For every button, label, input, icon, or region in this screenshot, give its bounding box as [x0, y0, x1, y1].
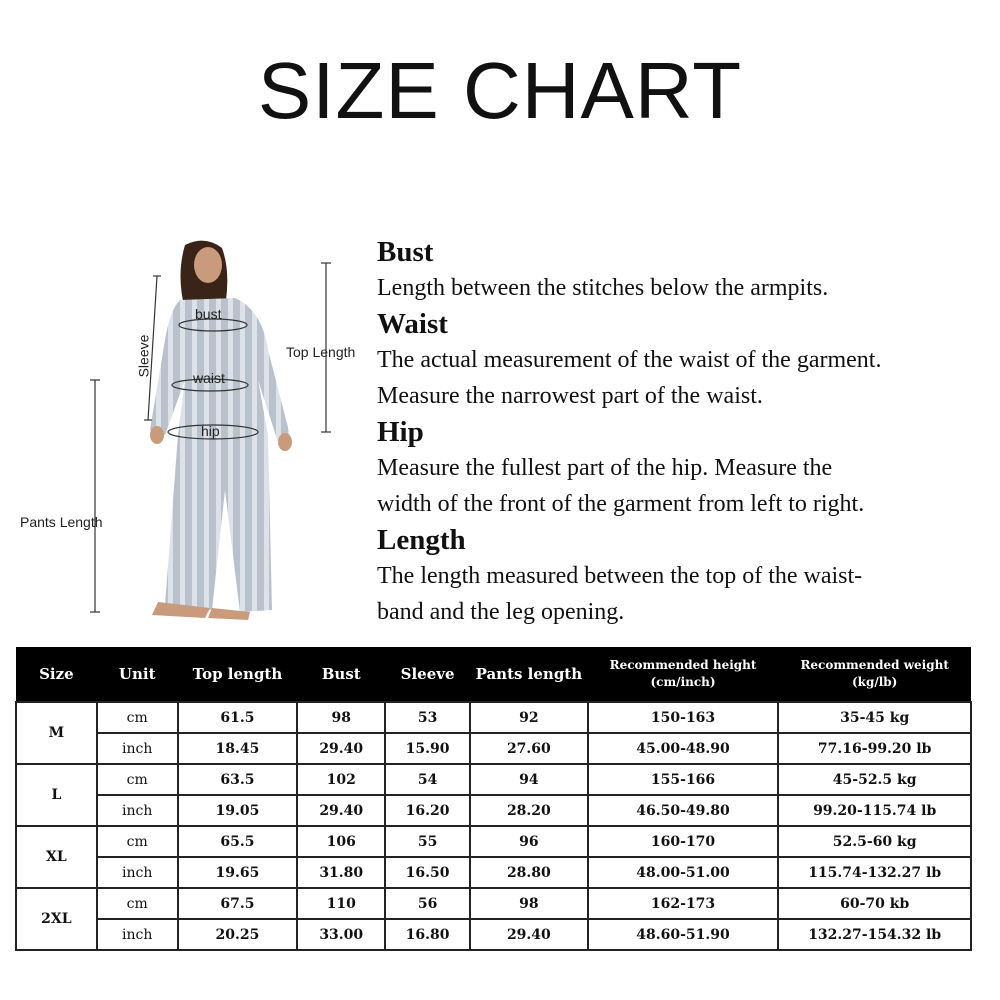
column-header: Bust [297, 647, 386, 702]
table-cell: 102 [296, 763, 387, 796]
column-header: Size [16, 647, 97, 702]
table-cell: 110 [296, 887, 387, 920]
table-cell: 106 [296, 825, 387, 858]
table-cell: 92 [469, 701, 589, 734]
table-cell: inch [95, 732, 179, 765]
table-row: inch 19.65 31.80 16.50 28.80 48.00-51.00 115.7… [16, 856, 972, 889]
table-cell: inch [95, 794, 179, 827]
page-title: SIZE CHART [257, 46, 743, 135]
column-header: Top length [177, 647, 298, 702]
bust-text: Length between the stitches below the ar… [377, 275, 829, 301]
model-illustration [90, 240, 331, 620]
table-cell: 53 [384, 701, 471, 734]
model-figure: Sleeve bust waist hip Top Length Pants L… [0, 230, 370, 630]
table-cell: 52.5-60 kg [777, 825, 972, 858]
table-cell: 45.00-48.90 [586, 732, 780, 765]
table-cell: 27.60 [469, 732, 589, 765]
size-cell: L [15, 763, 98, 827]
table-cell: 61.5 [176, 701, 299, 734]
length-text: band and the leg opening. [377, 599, 625, 625]
hip-heading: Hip [377, 416, 424, 448]
table-cell: 19.65 [176, 856, 299, 889]
table-cell: 15.90 [384, 732, 471, 765]
waist-heading: Waist [377, 308, 448, 340]
table-cell: 115.74-132.27 lb [777, 856, 972, 889]
table-row: 2XL cm 67.5 110 56 98 162-173 60-70 kb [15, 887, 972, 951]
table-row: inch 19.05 29.40 16.20 28.20 46.50-49.80 99.20… [16, 794, 972, 827]
hip-text: width of the front of the garment from l… [377, 491, 865, 517]
table-cell: 94 [469, 763, 589, 796]
table-cell: 20.25 [176, 918, 299, 951]
table-cell: 16.80 [384, 918, 471, 951]
top-length-label: Top Length [286, 344, 356, 360]
length-text: The length measured between the top of t… [377, 563, 863, 589]
length-heading: Length [377, 524, 466, 556]
table-cell: 45-52.5 kg [777, 763, 972, 796]
size-cell: M [15, 701, 98, 765]
table-cell: 98 [296, 701, 387, 734]
table-cell: inch [95, 856, 179, 889]
table-cell: 46.50-49.80 [586, 794, 780, 827]
pants-length-label: Pants Length [20, 514, 103, 530]
bust-label: bust [195, 306, 222, 322]
table-cell: 35-45 kg [777, 701, 972, 734]
table-cell: 16.20 [384, 794, 471, 827]
table-cell: 99.20-115.74 lb [777, 794, 972, 827]
table-cell: 55 [384, 825, 471, 858]
table-cell: 31.80 [296, 856, 387, 889]
table-row: inch 18.45 29.40 15.90 27.60 45.00-48.90 77.16… [16, 732, 972, 765]
table-cell: 29.40 [296, 732, 387, 765]
hip-label: hip [201, 423, 220, 439]
hip-text: Measure the fullest part of the hip. Mea… [377, 455, 833, 481]
table-cell: 77.16-99.20 lb [777, 732, 972, 765]
size-table: Size Unit Top length Bust Sleeve Pants length… [15, 647, 972, 951]
table-cell: 98 [469, 887, 589, 920]
table-cell: 19.05 [176, 794, 299, 827]
waist-label: waist [193, 370, 225, 386]
column-header: Sleeve [385, 647, 470, 702]
column-header: Unit [96, 647, 178, 702]
waist-text: Measure the narrowest part of the waist. [377, 383, 763, 409]
table-cell: 16.50 [384, 856, 471, 889]
sleeve-label: Sleeve [135, 334, 152, 378]
column-header: Recommended height (cm/inch) [587, 647, 779, 702]
table-cell: 29.40 [296, 794, 387, 827]
table-cell: 28.20 [469, 794, 589, 827]
column-header: Pants length [470, 647, 588, 702]
column-header: Recommended weight (kg/lb) [778, 647, 971, 702]
table-cell: 18.45 [176, 732, 299, 765]
table-cell: 155-166 [586, 763, 780, 796]
bust-heading: Bust [377, 236, 434, 268]
table-cell: 132.27-154.32 lb [777, 918, 972, 951]
table-cell: 65.5 [176, 825, 299, 858]
table-cell: 160-170 [586, 825, 780, 858]
table-cell: 56 [384, 887, 471, 920]
table-cell: cm [95, 887, 179, 920]
table-cell: cm [95, 825, 179, 858]
table-cell: 60-70 kb [777, 887, 972, 920]
table-cell: 48.00-51.00 [586, 856, 780, 889]
table-cell: 28.80 [469, 856, 589, 889]
table-cell: 67.5 [176, 887, 299, 920]
table-row: XL cm 65.5 106 55 96 160-170 52.5-60 kg [15, 825, 972, 889]
table-cell: cm [95, 763, 179, 796]
size-cell: XL [15, 825, 98, 889]
table-cell: 162-173 [586, 887, 780, 920]
table-cell: 63.5 [176, 763, 299, 796]
measurement-descriptions: Bust Length between the stitches below t… [377, 234, 997, 630]
table-cell: 33.00 [296, 918, 387, 951]
table-cell: 96 [469, 825, 589, 858]
table-cell: 54 [384, 763, 471, 796]
table-cell: 48.60-51.90 [586, 918, 780, 951]
waist-text: The actual measurement of the waist of t… [377, 347, 882, 373]
table-cell: cm [95, 701, 179, 734]
table-cell: inch [95, 918, 179, 951]
table-cell: 150-163 [586, 701, 780, 734]
table-cell: 29.40 [469, 918, 589, 951]
table-row: inch 20.25 33.00 16.80 29.40 48.60-51.90 132.2… [16, 918, 972, 951]
size-cell: 2XL [15, 887, 98, 951]
